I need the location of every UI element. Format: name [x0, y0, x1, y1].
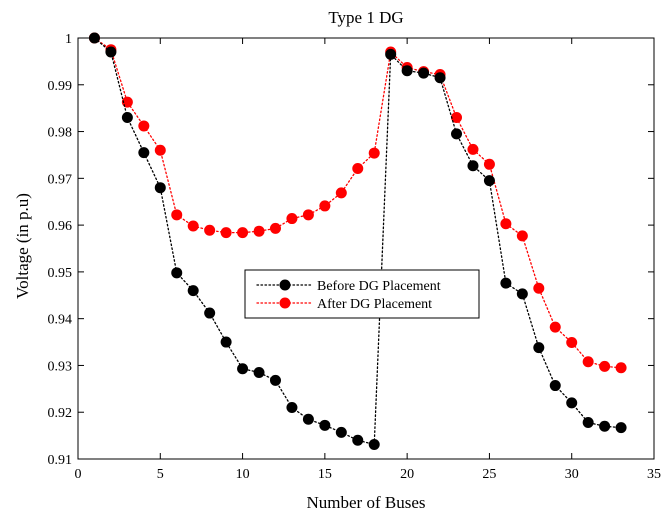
series-0-point [369, 439, 380, 450]
series-1-point [500, 218, 511, 229]
series-0-point [550, 380, 561, 391]
series-1-point [369, 148, 380, 159]
series-0-point [138, 147, 149, 158]
series-1-point [583, 356, 594, 367]
y-tick-label: 0.97 [48, 172, 73, 187]
series-0-point [517, 288, 528, 299]
series-1-point [467, 144, 478, 155]
series-line-0 [94, 38, 621, 445]
series-1-point [517, 230, 528, 241]
chart-title: Type 1 DG [328, 8, 403, 27]
series-0-point [237, 363, 248, 374]
series-0-point [221, 337, 232, 348]
series-0-point [418, 68, 429, 79]
series-1-point [270, 223, 281, 234]
x-tick-label: 10 [236, 467, 250, 482]
x-tick-label: 20 [400, 467, 414, 482]
series-0-point [204, 308, 215, 319]
y-tick-label: 0.91 [48, 453, 73, 468]
series-0-point [599, 421, 610, 432]
series-1-point [484, 159, 495, 170]
series-0-point [500, 278, 511, 289]
series-1-point [204, 225, 215, 236]
series-0-point [583, 417, 594, 428]
series-1-point [616, 362, 627, 373]
series-1-point [155, 145, 166, 156]
x-tick-label: 25 [482, 467, 496, 482]
x-tick-label: 35 [647, 467, 661, 482]
series-1-point [254, 226, 265, 237]
series-1-point [599, 361, 610, 372]
series-0-point [286, 402, 297, 413]
series-1-point [352, 163, 363, 174]
y-tick-label: 0.93 [48, 359, 73, 374]
y-axis-label: Voltage (in p.u) [13, 193, 32, 299]
series-0-point [336, 427, 347, 438]
y-tick-label: 0.96 [48, 219, 73, 234]
axes-frame [78, 38, 654, 459]
series-1-point [303, 209, 314, 220]
series-0-point [467, 160, 478, 171]
series-0-point [402, 65, 413, 76]
legend-marker-1 [280, 298, 291, 309]
series-0-point [171, 267, 182, 278]
series-1-point [171, 209, 182, 220]
y-tick-label: 0.98 [48, 126, 73, 141]
series-1-point [188, 221, 199, 232]
series-0-point [188, 285, 199, 296]
series-1-point [237, 227, 248, 238]
legend-marker-0 [280, 280, 291, 291]
series-0-point [303, 414, 314, 425]
y-tick-label: 0.95 [48, 266, 73, 281]
series-1-point [138, 120, 149, 131]
x-tick-label: 15 [318, 467, 332, 482]
series-0-point [270, 375, 281, 386]
series-0-point [451, 128, 462, 139]
series-0-point [533, 342, 544, 353]
legend-label-0: Before DG Placement [317, 279, 441, 294]
series-1-point [550, 322, 561, 333]
series-0-point [566, 397, 577, 408]
series-0-point [89, 33, 100, 44]
series-0-point [352, 435, 363, 446]
series-1-point [566, 337, 577, 348]
x-tick-label: 5 [157, 467, 164, 482]
plot-area: 0 5 10 15 20 25 30 35 0.91 0.92 0.93 0.94 0.95 0.96 0.… [48, 32, 662, 482]
series-0-point [385, 49, 396, 60]
y-tick-label: 0.92 [48, 406, 73, 421]
series-0-point [484, 175, 495, 186]
x-tick-label: 30 [565, 467, 579, 482]
legend-label-1: After DG Placement [317, 297, 432, 312]
series-0-point [155, 182, 166, 193]
series-0-point [435, 72, 446, 83]
series-1-point [319, 200, 330, 211]
series-1-point [336, 187, 347, 198]
series-0-point [616, 422, 627, 433]
y-tick-label: 0.99 [48, 79, 73, 94]
series-1-point [221, 227, 232, 238]
y-tick-label: 1 [65, 32, 72, 47]
series-0-point [105, 47, 116, 58]
series-0-point [122, 112, 133, 123]
x-tick-label: 0 [75, 467, 82, 482]
x-axis-label: Number of Buses [307, 493, 426, 512]
y-tick-label: 0.94 [48, 313, 73, 328]
legend: Before DG Placement After DG Placement [245, 270, 479, 318]
series-1-point [286, 213, 297, 224]
series-0-point [319, 420, 330, 431]
series-0-point [254, 367, 265, 378]
series-1-point [533, 283, 544, 294]
